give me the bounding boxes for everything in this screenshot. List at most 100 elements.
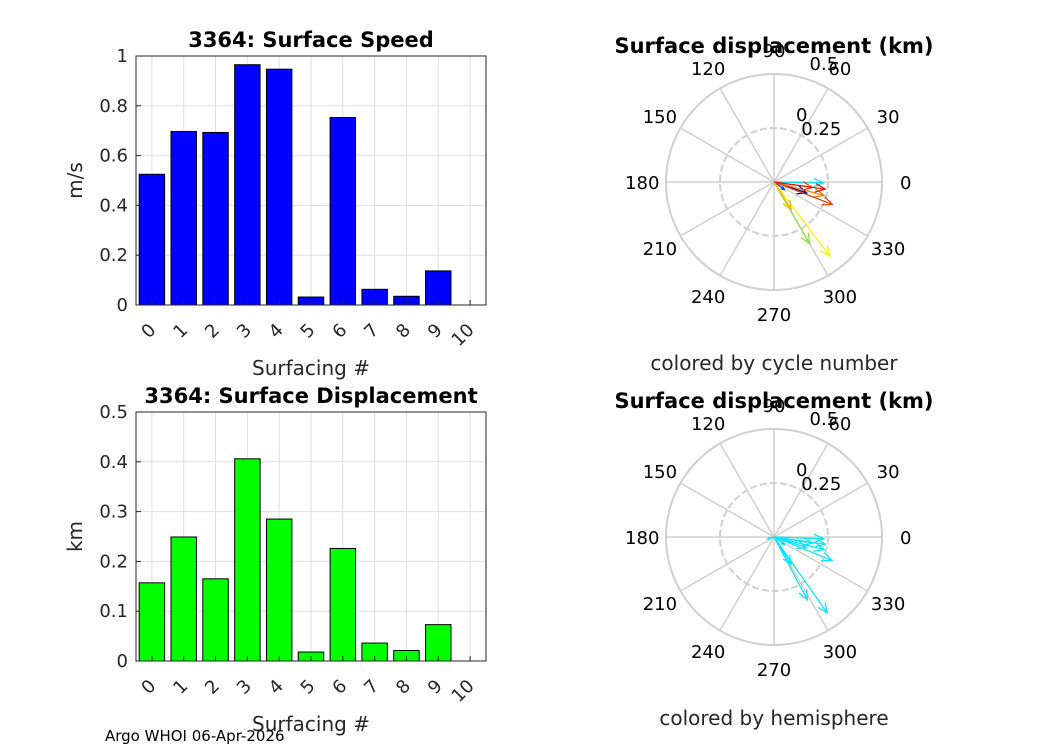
displacement-vector — [773, 181, 792, 210]
y-axis-label: km — [63, 521, 87, 552]
angle-tick-label: 150 — [643, 107, 677, 128]
vector-arrowhead — [780, 186, 786, 191]
vector-arrowhead — [801, 536, 814, 547]
vector-arrowhead — [814, 183, 827, 193]
x-tick-label: 5 — [297, 320, 320, 343]
angle-tick-label: 180 — [625, 173, 659, 194]
displacement-vector — [773, 536, 808, 601]
vector-arrowhead — [814, 538, 827, 548]
displacement-vector — [773, 181, 831, 257]
x-tick-label: 1 — [169, 320, 192, 343]
bar — [234, 64, 261, 306]
x-tick-label: 3 — [233, 676, 256, 699]
angle-tick-label: 240 — [691, 642, 725, 663]
y-tick-label: 0.3 — [99, 502, 128, 523]
x-axis-label: Surfacing # — [252, 356, 370, 380]
angle-tick-label: 300 — [823, 642, 857, 663]
vector-arrowhead — [820, 245, 831, 258]
displacement-vector — [773, 181, 825, 196]
vector-arrowhead — [766, 537, 770, 540]
angle-tick-label: 270 — [757, 305, 791, 326]
polar-caption: colored by hemisphere — [659, 706, 888, 730]
y-tick-label: 0.2 — [99, 551, 128, 572]
chart-title: 3364: Surface Displacement — [144, 384, 477, 408]
bar — [265, 68, 293, 306]
y-tick-label: 0.8 — [99, 96, 128, 117]
y-tick-label: 0.4 — [99, 452, 128, 473]
x-tick-label: 4 — [265, 676, 288, 699]
displacement-vector — [773, 536, 826, 545]
angle-tick-label: 120 — [691, 414, 725, 435]
x-tick-label: 4 — [265, 320, 288, 343]
x-tick-label: 6 — [328, 676, 351, 699]
x-tick-label: 5 — [297, 676, 320, 699]
radial-origin-label: 0 — [796, 460, 807, 481]
x-tick-label: 9 — [424, 676, 447, 699]
x-tick-label: 2 — [201, 320, 224, 343]
x-tick-label: 8 — [392, 320, 415, 343]
angle-tick-label: 120 — [691, 59, 725, 80]
x-axis-label: Surfacing # — [252, 712, 370, 736]
vector-arrowhead — [796, 185, 809, 195]
x-tick-label: 6 — [328, 320, 351, 343]
bar — [425, 270, 452, 306]
bar — [138, 173, 166, 306]
polar-title: Surface displacement (km) — [614, 34, 933, 58]
displacement-vector — [773, 536, 792, 565]
y-tick-label: 0.1 — [99, 601, 128, 622]
vector-arrowhead — [798, 588, 809, 602]
radial-tick-label: 0.25 — [801, 119, 841, 140]
angle-tick-label: 0 — [900, 528, 911, 549]
y-tick-label: 0 — [117, 295, 128, 316]
displacement-vector — [773, 181, 826, 190]
angle-tick-label: 180 — [625, 528, 659, 549]
radial-tick-label: 0.5 — [810, 409, 839, 430]
angle-tick-label: 210 — [643, 239, 677, 260]
vector-arrowhead — [780, 540, 786, 546]
bar — [202, 131, 229, 306]
vector-arrowhead — [800, 232, 811, 246]
displacement-vector — [773, 536, 828, 614]
angle-tick-label: 60 — [828, 414, 851, 435]
polar-displacement-by-hemisphere: 030609012015018021024027030033000.250.5S… — [614, 389, 933, 730]
displacement-vector — [773, 536, 825, 551]
displacement-vector — [773, 181, 833, 206]
angle-tick-label: 0 — [900, 173, 911, 194]
displacement-vector — [773, 536, 824, 540]
bar — [234, 458, 261, 662]
radial-tick-label: 0.25 — [801, 474, 841, 495]
x-tick-label: 2 — [201, 676, 224, 699]
vector-arrowhead — [821, 196, 834, 206]
x-tick-label: 1 — [169, 676, 192, 699]
angle-tick-label: 90 — [763, 396, 786, 417]
chart-title: 3364: Surface Speed — [188, 28, 434, 52]
bar — [329, 117, 357, 306]
x-tick-label: 7 — [360, 320, 383, 343]
polar-caption: colored by cycle number — [650, 351, 898, 375]
vector-arrowhead — [782, 199, 792, 211]
polar-displacement-by-cycle: 030609012015018021024027030033000.250.5S… — [614, 34, 933, 375]
x-tick-label: 3 — [233, 320, 256, 343]
radial-origin-label: 0 — [796, 105, 807, 126]
displacement-vector — [773, 536, 833, 562]
bar — [170, 536, 197, 662]
bar — [265, 518, 293, 662]
vector-arrowhead — [796, 540, 809, 550]
angle-tick-label: 30 — [877, 107, 900, 128]
x-tick-label: 10 — [448, 320, 479, 351]
y-tick-label: 0.4 — [99, 195, 128, 216]
x-tick-label: 7 — [360, 676, 383, 699]
bar — [170, 130, 197, 306]
vector-arrowhead — [821, 552, 834, 562]
angle-tick-label: 240 — [691, 287, 725, 308]
y-tick-label: 1 — [117, 46, 128, 67]
polar-title: Surface displacement (km) — [614, 389, 933, 413]
bar — [138, 582, 166, 662]
angle-tick-label: 60 — [828, 59, 851, 80]
x-tick-label: 9 — [424, 320, 447, 343]
y-tick-label: 0.5 — [99, 402, 128, 423]
angle-tick-label: 330 — [871, 239, 905, 260]
